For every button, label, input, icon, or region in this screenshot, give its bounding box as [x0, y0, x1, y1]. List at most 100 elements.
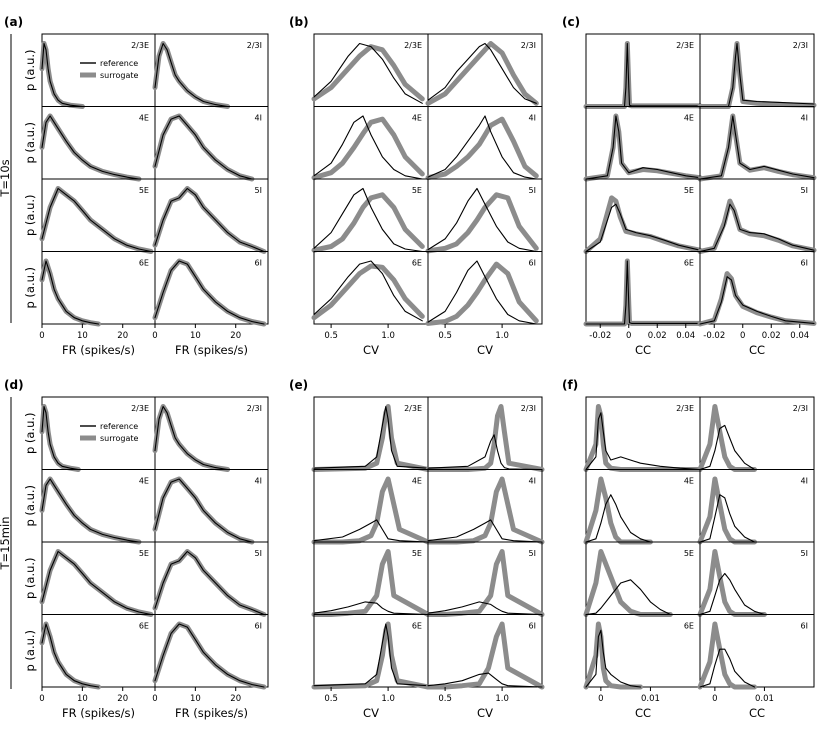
- series-line-surrogate: [425, 621, 545, 690]
- series-line-reference: [699, 424, 756, 471]
- panel-d-6i: 6I 0 10 20 FR (spikes/s): [152, 614, 269, 720]
- legend-label-reference: reference: [100, 422, 138, 431]
- legend-label-reference: reference: [100, 59, 138, 68]
- x-tick-label: 0: [39, 694, 44, 704]
- series-line-reference: [313, 519, 429, 543]
- x-tick-label: 0.01: [755, 694, 774, 704]
- series-line-reference: [585, 579, 671, 616]
- x-axis-label: FR (spikes/s): [62, 343, 135, 357]
- series-line-reference: [585, 629, 642, 688]
- panel-e-5e: 5E: [311, 541, 431, 617]
- population-label: 4I: [255, 114, 262, 123]
- panel-d-23e: 2/3E p (a.u.) reference surrogate: [23, 396, 156, 472]
- panel-b-5i: 5I: [425, 178, 543, 254]
- panel-f-4e: 4E: [583, 469, 701, 545]
- panel-a-23i: 2/3I: [152, 33, 269, 109]
- series-line-reference: [427, 260, 537, 325]
- x-tick-label: 0.04: [790, 331, 809, 341]
- panel-f-5i: 5I: [697, 541, 815, 617]
- x-tick-label: 1.0: [381, 694, 395, 704]
- x-tick-label: 20: [117, 694, 128, 704]
- population-label: 5I: [529, 549, 536, 558]
- series-line-reference: [154, 115, 253, 180]
- series-line-surrogate: [697, 271, 817, 327]
- series-line-surrogate: [697, 404, 757, 472]
- x-tick-label: 1.0: [381, 331, 395, 341]
- series-line-surrogate: [311, 476, 431, 545]
- panel-c-5e: 5E: [583, 178, 703, 254]
- population-label: 4I: [529, 477, 536, 486]
- population-label: 6E: [684, 622, 694, 631]
- panel-d-6e: 6E p (a.u.) 0 10 20 FR (spikes/s): [23, 614, 156, 720]
- panel-d-5i: 5I: [152, 541, 269, 617]
- x-axis-label: CV: [363, 343, 379, 357]
- series-line-reference: [313, 260, 423, 322]
- panel-f-6e: 6E 0 0.01 CC: [583, 614, 701, 720]
- series-line-surrogate: [39, 549, 154, 617]
- panel-f-23i: 2/3I: [697, 396, 815, 472]
- population-label: 4E: [684, 477, 694, 486]
- y-axis-label: p (a.u.): [23, 122, 37, 164]
- y-axis-label: p (a.u.): [23, 267, 37, 309]
- x-tick-label: 0.04: [676, 331, 695, 341]
- x-axis-label: FR (spikes/s): [62, 706, 135, 720]
- panel-a-23e: 2/3E p (a.u.) reference surrogate: [23, 33, 156, 109]
- x-axis-label: CC: [635, 343, 651, 357]
- x-tick-label: 0.5: [324, 694, 338, 704]
- series-line-reference: [154, 623, 265, 688]
- panel-c-6e: 6E -0.02 0 0.02 0.04 CC: [583, 251, 703, 357]
- panel-frame: [427, 614, 543, 688]
- x-axis-label: FR (spikes/s): [175, 706, 248, 720]
- x-tick-label: 0.5: [324, 331, 338, 341]
- population-label: 2/3E: [404, 404, 422, 413]
- panel-b-6i: 6I 0.5 1.0CV: [425, 251, 543, 357]
- series-line-surrogate: [697, 41, 817, 109]
- series-line-surrogate: [583, 404, 703, 472]
- panel-e-6e: 6E 0.5 1.0CV: [311, 614, 431, 720]
- panel-b-4e: 4E: [311, 106, 429, 181]
- series-line-surrogate: [697, 198, 817, 254]
- x-tick-label: 0.02: [762, 331, 781, 341]
- panel-f-6i: 6I 0 0.01 CC: [697, 614, 815, 720]
- panel-a-5e: 5E p (a.u.): [23, 178, 156, 254]
- panel-label-a: (a): [4, 15, 23, 29]
- series-line-surrogate: [39, 41, 85, 109]
- series-line-surrogate: [311, 116, 425, 181]
- x-tick-label: 10: [77, 331, 88, 341]
- x-tick-label: 0: [740, 331, 745, 341]
- x-axis-label: CC: [749, 706, 765, 720]
- population-label: 6E: [139, 259, 149, 268]
- series-line-surrogate: [311, 549, 431, 617]
- population-label: 5E: [684, 549, 694, 558]
- x-tick-label: 0.5: [438, 694, 452, 704]
- series-line-surrogate: [311, 44, 425, 102]
- panel-a-6i: 6I 0 10 20 FR (spikes/s): [152, 251, 269, 357]
- series-line-reference: [154, 187, 265, 253]
- series-line-surrogate: [583, 621, 643, 690]
- panel-frame: [427, 251, 543, 325]
- series-line-surrogate: [425, 41, 539, 106]
- series-line-surrogate: [311, 404, 431, 472]
- population-label: 5I: [529, 186, 536, 195]
- panel-c-5i: 5I: [697, 178, 817, 254]
- population-label: 5E: [684, 186, 694, 195]
- panel-a-5i: 5I: [152, 178, 269, 254]
- y-axis-label: p (a.u.): [23, 49, 37, 91]
- panel-b-5e: 5E: [311, 178, 429, 253]
- population-label: 5I: [255, 549, 262, 558]
- series-line-reference: [313, 115, 423, 180]
- x-axis-label: CC: [635, 706, 651, 720]
- population-label: 2/3I: [521, 404, 536, 413]
- panel-frame: [154, 614, 269, 688]
- series-line-reference: [585, 42, 701, 108]
- x-tick-label: 20: [230, 331, 241, 341]
- panel-e-4i: 4I: [425, 469, 545, 545]
- series-line-surrogate: [583, 195, 703, 254]
- population-label: 2/3E: [404, 41, 422, 50]
- population-label: 2/3I: [247, 404, 262, 413]
- panel-d-23i: 2/3I: [152, 396, 269, 472]
- population-label: 6E: [139, 622, 149, 631]
- series-line-reference: [313, 405, 429, 469]
- x-axis-label: CC: [749, 343, 765, 357]
